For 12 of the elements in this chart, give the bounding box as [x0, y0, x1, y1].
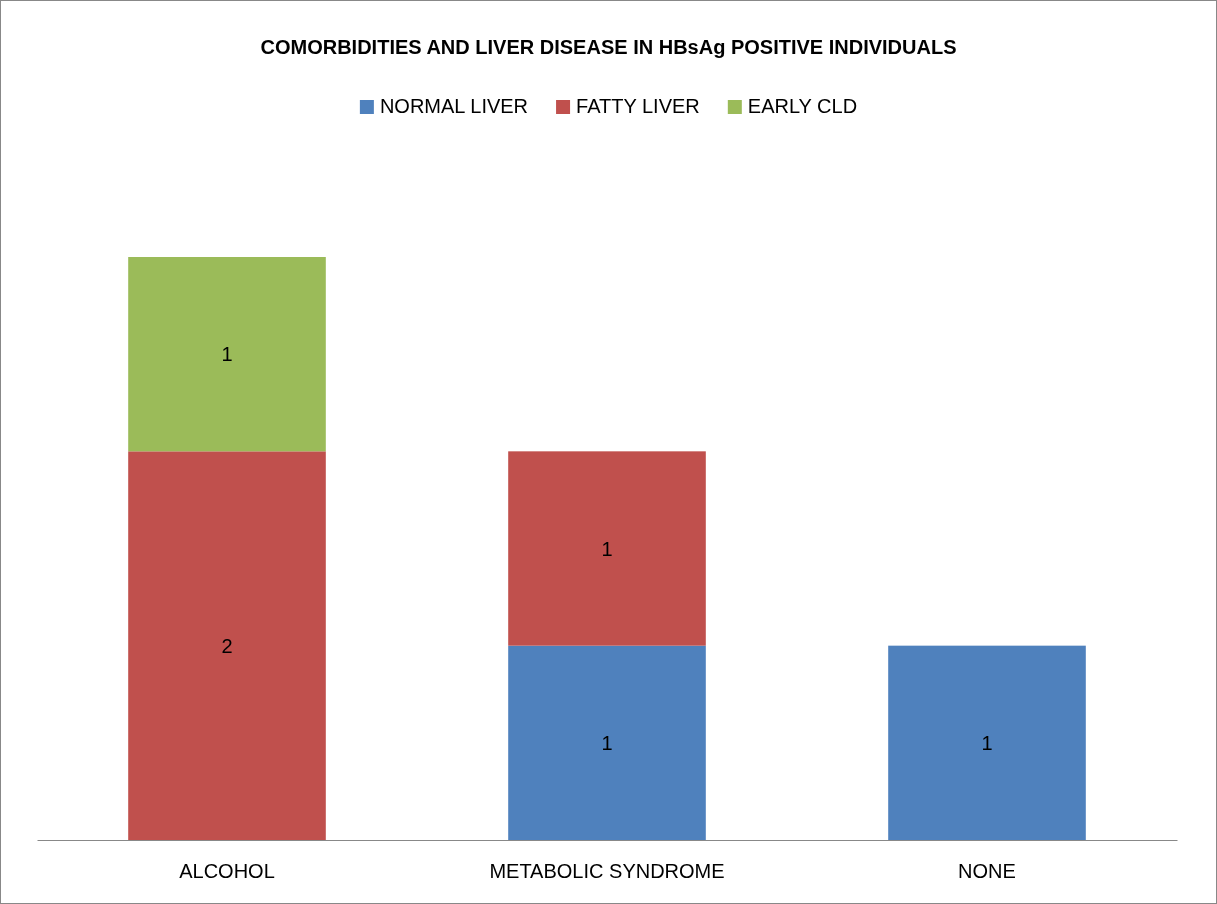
x-tick-label: METABOLIC SYNDROME [489, 860, 725, 883]
data-label: 1 [601, 537, 613, 560]
x-tick-label: NONE [958, 860, 1016, 883]
x-tick-label: ALCOHOL [179, 860, 275, 883]
legend-label: FATTY LIVER [576, 95, 700, 117]
data-label: 1 [601, 731, 613, 754]
data-label: 1 [221, 343, 233, 366]
data-label: 2 [221, 634, 233, 657]
chart-title: COMORBIDITIES AND LIVER DISEASE IN HBsAg POSITIVE INDIVIDUALS [260, 36, 957, 58]
legend-label: NORMAL LIVER [379, 95, 529, 117]
data-label: 1 [981, 731, 993, 754]
legend-label: EARLY CLD [747, 95, 858, 117]
